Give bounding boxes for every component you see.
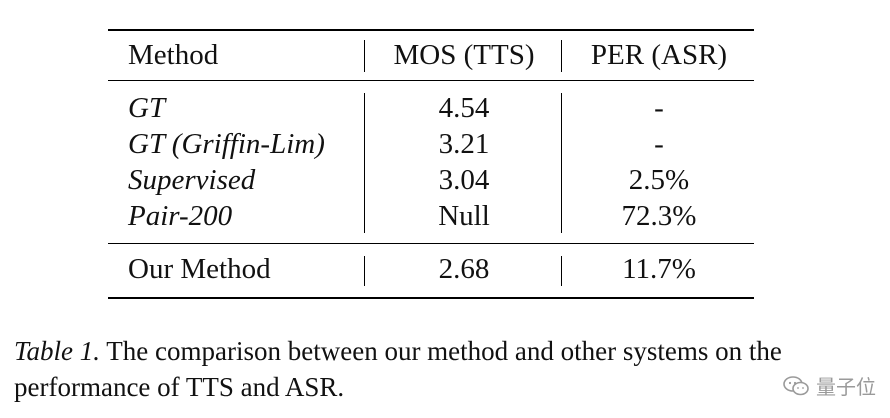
column-divider [364,40,365,72]
row-method: GT [128,92,166,124]
row-method: Our Method [128,253,271,285]
column-divider [561,40,562,72]
watermark: 量子位 [782,371,876,400]
row-mos: Null [438,200,490,232]
table-header-rule [108,80,754,81]
row-per: - [654,92,664,124]
row-mos: 3.04 [438,164,490,196]
row-method: GT (Griffin-Lim) [128,128,325,160]
table-top-rule [108,29,754,31]
column-divider [561,93,562,233]
wechat-icon [783,375,809,395]
table-bottom-rule [108,297,754,299]
caption-text: The comparison between our method and ot… [14,336,782,402]
caption-label: Table 1. [14,336,101,366]
row-per: 11.7% [622,253,696,285]
table-section-rule [108,243,754,244]
header-mos: MOS (TTS) [393,39,535,71]
column-divider [364,93,365,233]
row-per: - [654,128,664,160]
column-divider [561,256,562,286]
column-divider [364,256,365,286]
row-per: 2.5% [628,164,690,196]
header-method: Method [128,39,219,71]
header-per: PER (ASR) [590,39,728,71]
table-caption: Table 1. The comparison between our meth… [14,333,864,405]
row-method: Pair-200 [128,200,233,232]
watermark-text: 量子位 [816,375,876,399]
row-mos: 3.21 [438,128,490,160]
row-per: 72.3% [621,200,697,232]
row-mos: 4.54 [438,92,490,124]
row-mos: 2.68 [438,253,490,285]
row-method: Supervised [128,164,256,196]
